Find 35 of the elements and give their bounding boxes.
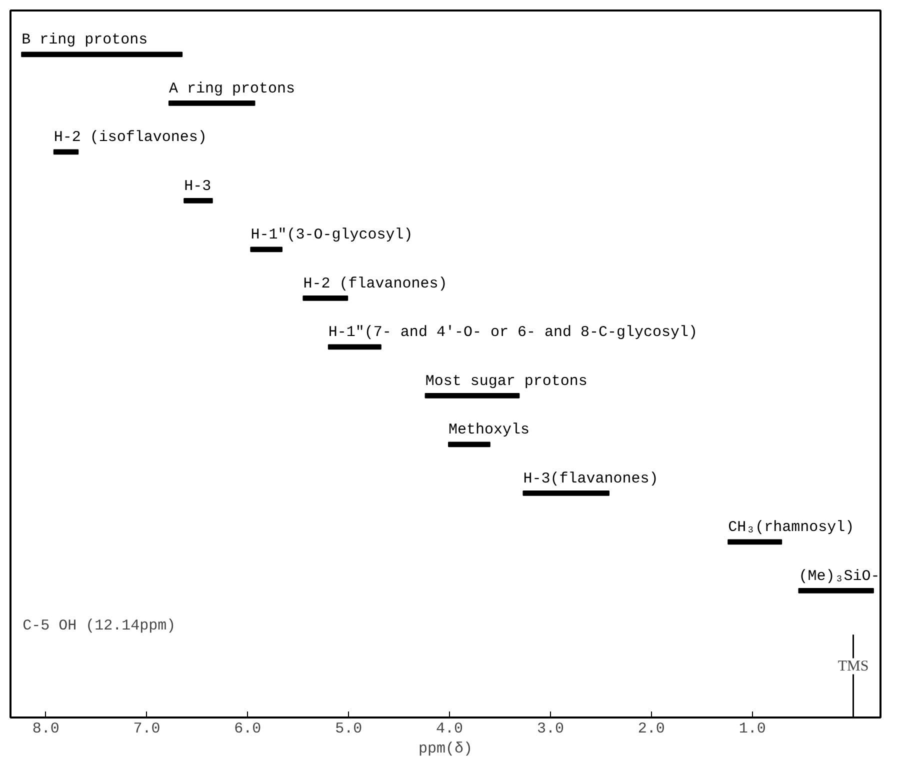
- y-tick-label: Methoxyls: [448, 422, 530, 439]
- y-tick-label: H-1"(7- and 4'-O- or 6- and 8-C-glycosyl): [328, 324, 698, 342]
- bar: [798, 588, 874, 594]
- x-tick-label: 7.0: [133, 720, 160, 738]
- y-tick-label: H-3: [184, 178, 212, 195]
- bar: [728, 539, 782, 545]
- x-axis-title: ppm(δ): [418, 740, 473, 758]
- y-tick-label: A ring protons: [168, 80, 295, 98]
- bar: [168, 100, 256, 106]
- y-tick-label: H-2 (flavanones): [303, 275, 448, 292]
- bar: [250, 246, 282, 252]
- y-tick-label: H-1"(3-O-glycosyl): [250, 226, 413, 244]
- x-tick-label: 5.0: [335, 720, 362, 738]
- bar: [424, 393, 520, 398]
- bar: [328, 344, 382, 350]
- x-tick-label: 3.0: [536, 720, 564, 738]
- bar: [21, 52, 183, 58]
- x-tick-label: 4.0: [436, 720, 464, 738]
- annotation: C-5 OH (12.14ppm): [22, 618, 176, 635]
- x-tick-label: 2.0: [638, 720, 665, 738]
- x-tick-label: 8.0: [32, 720, 60, 738]
- x-tick-label: 6.0: [234, 720, 262, 738]
- bar: [53, 149, 79, 155]
- y-tick-label: CH₃(rhamnosyl): [728, 519, 854, 536]
- bar: [448, 442, 490, 448]
- y-tick-label: H-3(flavanones): [523, 470, 658, 488]
- bar: [184, 198, 213, 204]
- ref-line-label: TMS: [838, 658, 869, 674]
- y-tick-label: (Me)₃SiO-: [798, 568, 880, 585]
- y-tick-label: B ring protons: [22, 32, 148, 49]
- y-tick-label: Most sugar protons: [425, 372, 588, 390]
- y-tick-label: H-2 (isoflavones): [54, 129, 207, 146]
- bar: [522, 490, 610, 496]
- x-tick-label: 1.0: [738, 720, 766, 738]
- bar: [302, 295, 348, 301]
